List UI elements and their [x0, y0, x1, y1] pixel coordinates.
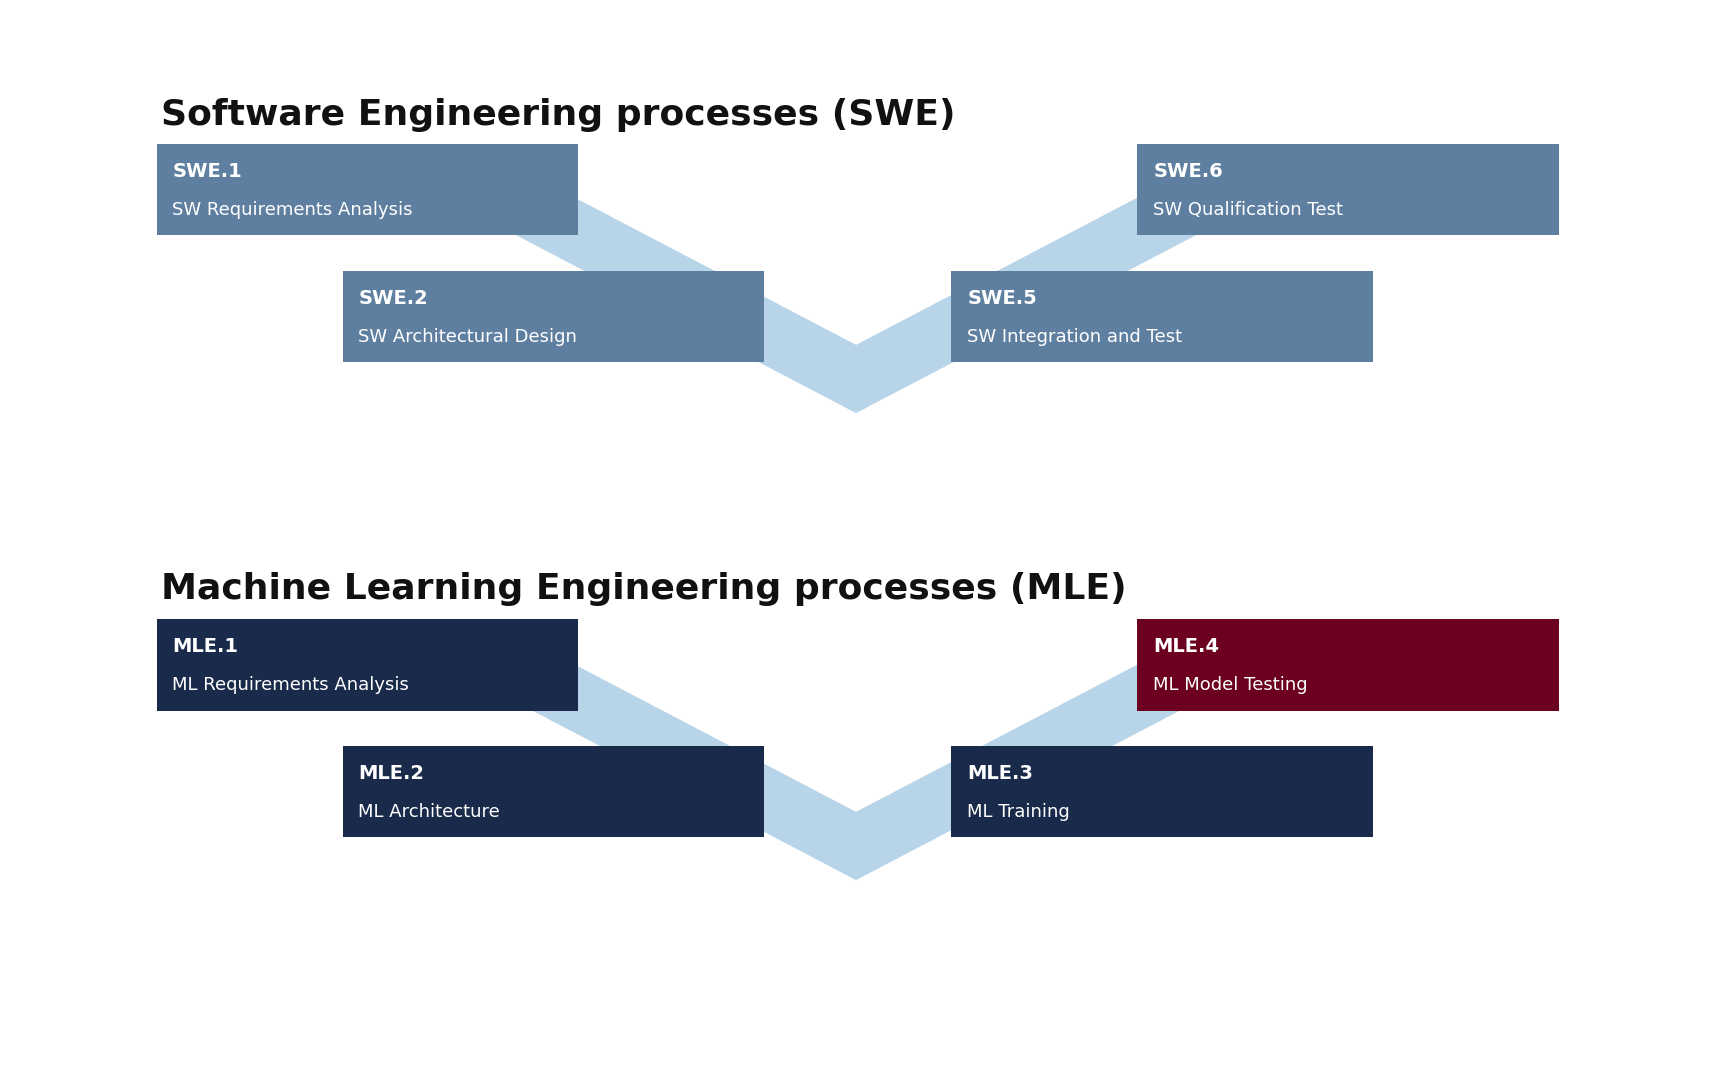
FancyBboxPatch shape — [342, 271, 764, 363]
FancyBboxPatch shape — [1137, 619, 1559, 711]
Text: SWE.6: SWE.6 — [1153, 162, 1223, 181]
FancyBboxPatch shape — [1137, 144, 1559, 235]
Text: Machine Learning Engineering processes (MLE): Machine Learning Engineering processes (… — [161, 572, 1127, 607]
Text: SWE.5: SWE.5 — [968, 288, 1037, 308]
Text: SWE.1: SWE.1 — [173, 162, 242, 181]
FancyBboxPatch shape — [157, 144, 577, 235]
FancyBboxPatch shape — [952, 746, 1372, 837]
Text: SW Qualification Test: SW Qualification Test — [1153, 201, 1343, 219]
Text: SWE.2: SWE.2 — [358, 288, 429, 308]
Text: MLE.4: MLE.4 — [1153, 637, 1220, 656]
Text: ML Architecture: ML Architecture — [358, 802, 499, 821]
Text: ML Requirements Analysis: ML Requirements Analysis — [173, 676, 410, 694]
FancyBboxPatch shape — [952, 271, 1372, 363]
FancyBboxPatch shape — [157, 619, 577, 711]
Polygon shape — [372, 626, 1341, 880]
Text: SW Requirements Analysis: SW Requirements Analysis — [173, 201, 413, 219]
Text: ML Model Testing: ML Model Testing — [1153, 676, 1308, 694]
Text: ML Training: ML Training — [968, 802, 1070, 821]
Text: SW Architectural Design: SW Architectural Design — [358, 327, 577, 346]
Text: MLE.3: MLE.3 — [968, 764, 1033, 783]
Text: Software Engineering processes (SWE): Software Engineering processes (SWE) — [161, 98, 956, 133]
Text: MLE.1: MLE.1 — [173, 637, 238, 656]
Text: SW Integration and Test: SW Integration and Test — [968, 327, 1182, 346]
FancyBboxPatch shape — [342, 746, 764, 837]
Polygon shape — [372, 160, 1341, 413]
Text: MLE.2: MLE.2 — [358, 764, 425, 783]
